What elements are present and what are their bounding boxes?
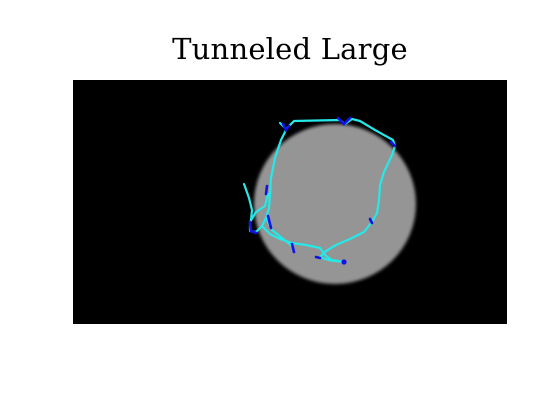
marker-end-dot: [341, 259, 347, 265]
tunnel-path-left: [248, 126, 289, 234]
marker-top-right: [389, 140, 397, 148]
marker-bottom-center: [290, 242, 296, 254]
marker-left-mid: [264, 184, 269, 196]
tunnel-path-bottom: [260, 224, 346, 264]
endpoint-markers: [248, 116, 397, 260]
tunnel-path-top: [278, 117, 397, 148]
figure-title: Tunneled Large: [172, 32, 408, 66]
marker-inner-low: [266, 214, 273, 230]
marker-bottom-right: [314, 255, 322, 260]
tunnel-path-outer-left: [242, 182, 254, 222]
marker-right-low: [368, 217, 374, 225]
tunnel-path-right: [318, 144, 397, 264]
marker-left-low: [248, 220, 258, 235]
marker-top-center: [336, 116, 352, 126]
marker-top-left: [281, 122, 291, 133]
